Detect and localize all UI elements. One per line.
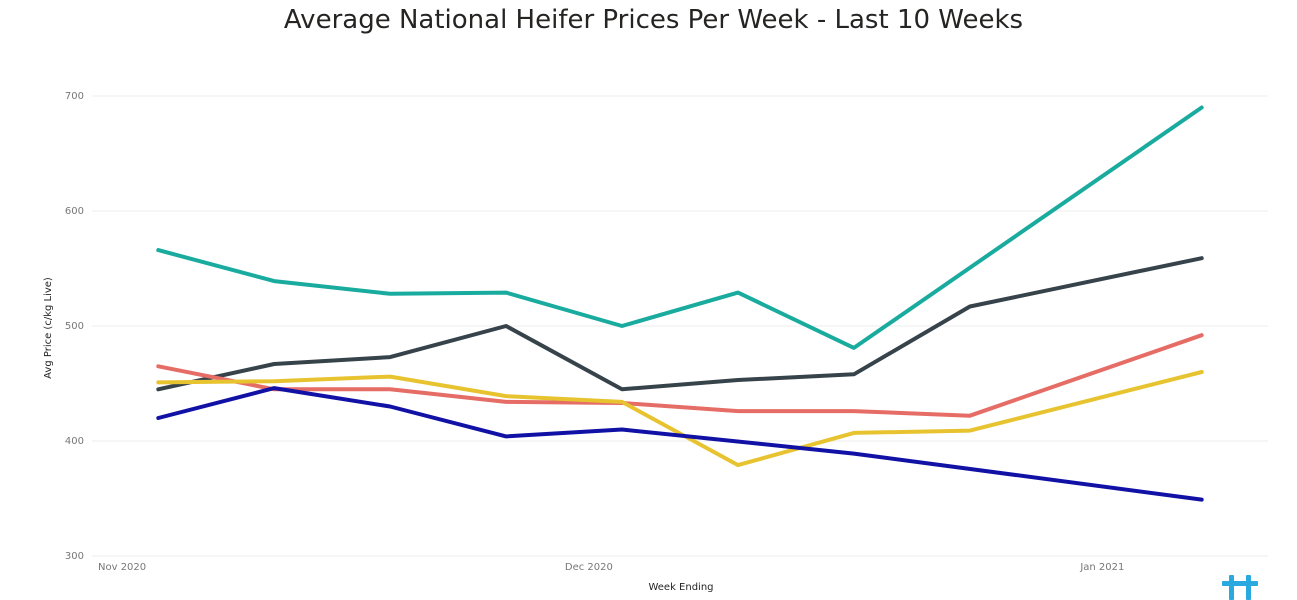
series-line-1 — [156, 105, 1204, 350]
x-tick-label: Jan 2021 — [1079, 562, 1124, 573]
x-axis-title: Week Ending — [648, 582, 713, 593]
y-axis-title: Avg Price (c/kg Live) — [43, 277, 54, 379]
series-line-5 — [156, 386, 1204, 502]
series-line-3 — [156, 333, 1204, 418]
brand-logo-icon — [1222, 575, 1258, 600]
chart-title: Average National Heifer Prices Per Week … — [283, 5, 1024, 35]
y-tick-label: 400 — [65, 436, 84, 447]
series-line-2 — [156, 256, 1204, 392]
y-tick-label: 600 — [65, 206, 84, 217]
y-tick-label: 500 — [65, 321, 84, 332]
y-axis-ticks: 300 400 500 600 700 — [65, 91, 84, 562]
y-tick-label: 300 — [65, 551, 84, 562]
series-lines — [156, 105, 1204, 502]
x-axis-ticks: Nov 2020 Dec 2020 Jan 2021 — [98, 562, 1124, 573]
series-line-4 — [156, 370, 1204, 468]
x-tick-label: Nov 2020 — [98, 562, 146, 573]
x-tick-label: Dec 2020 — [565, 562, 613, 573]
grid-lines — [92, 95, 1268, 557]
y-tick-label: 700 — [65, 91, 84, 102]
